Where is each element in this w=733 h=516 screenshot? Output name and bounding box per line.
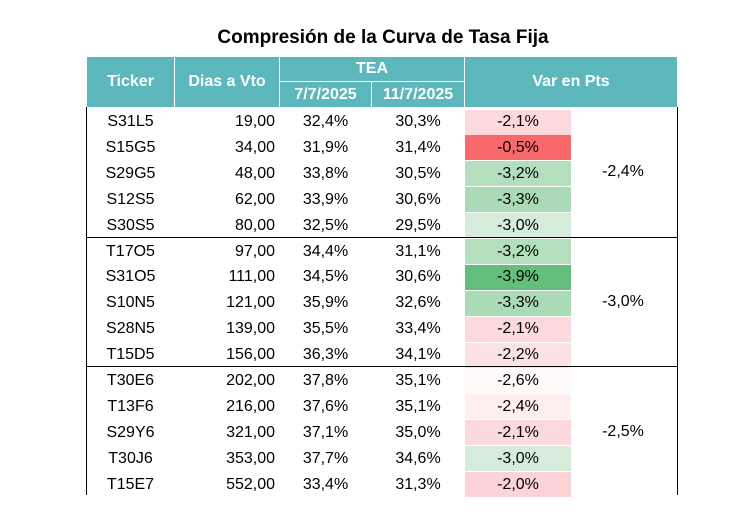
cell-ticker: S30S5 xyxy=(106,216,155,234)
cell-tea-date2: 30,3% xyxy=(395,113,441,130)
cell-dias-a-vto: 353,00 xyxy=(226,449,275,467)
cell-tea-date1: 37,1% xyxy=(302,423,349,441)
cell-var-pts: -2,2% xyxy=(465,342,571,368)
cell-ticker: S29G5 xyxy=(105,164,156,182)
cell-tea-date2: 30,6% xyxy=(395,190,441,208)
group-average-var: -2,5% xyxy=(602,423,644,440)
cell-ticker: S31L5 xyxy=(107,113,154,130)
cell-tea-date2: 31,3% xyxy=(395,475,441,493)
cell-tea-date2: 34,6% xyxy=(395,449,441,467)
cell-var-pts: -2,1% xyxy=(465,420,571,446)
cell-tea-date2: 29,5% xyxy=(395,216,441,234)
cell-dias-a-vto: 139,00 xyxy=(226,320,275,338)
header-var: Var en Pts xyxy=(465,57,677,107)
group-average-var: -2,4% xyxy=(602,163,644,180)
cell-dias-a-vto: 19,00 xyxy=(234,113,275,130)
cell-tea-date1: 34,5% xyxy=(302,268,349,286)
cell-ticker: T15E7 xyxy=(106,475,155,493)
cell-tea-date1: 37,7% xyxy=(302,449,349,467)
cell-var-pts: -3,2% xyxy=(465,161,571,187)
cell-tea-date2: 35,1% xyxy=(395,397,441,415)
cell-tea-date2: 35,1% xyxy=(395,372,441,389)
cell-tea-date2: 30,5% xyxy=(395,164,441,182)
header-tea: TEA xyxy=(280,57,464,81)
cell-dias-a-vto: 321,00 xyxy=(226,423,275,441)
cell-tea-date1: 37,8% xyxy=(302,372,349,389)
cell-tea-date2: 32,6% xyxy=(395,294,441,312)
cell-var-pts: -2,6% xyxy=(465,368,571,394)
cell-var-pts: -3,0% xyxy=(465,446,571,472)
group-divider-2 xyxy=(86,366,678,367)
header-date1: 7/7/2025 xyxy=(280,82,371,107)
cell-var-pts: -2,1% xyxy=(465,109,571,135)
cell-dias-a-vto: 97,00 xyxy=(234,242,275,260)
cell-ticker: S28N5 xyxy=(106,320,155,338)
cell-ticker: S31O5 xyxy=(105,268,156,286)
header-date2: 11/7/2025 xyxy=(372,82,464,107)
group-divider-1 xyxy=(86,237,678,238)
cell-tea-date2: 31,1% xyxy=(395,242,441,260)
cell-tea-date1: 36,3% xyxy=(302,346,349,364)
cell-dias-a-vto: 62,00 xyxy=(234,190,275,208)
cell-var-pts: -3,9% xyxy=(465,264,571,290)
cell-tea-date1: 32,5% xyxy=(302,216,349,234)
cell-ticker: T30J6 xyxy=(108,449,153,467)
cell-ticker: T13F6 xyxy=(107,397,154,415)
cell-tea-date2: 35,0% xyxy=(395,423,441,441)
cell-ticker: T17O5 xyxy=(106,242,155,260)
group-average-var: -3,0% xyxy=(602,293,644,310)
cell-var-pts: -3,3% xyxy=(465,187,571,213)
cell-var-pts: -3,2% xyxy=(465,239,571,264)
table-border-left xyxy=(86,107,87,495)
cell-dias-a-vto: 552,00 xyxy=(226,475,275,493)
cell-var-pts: -2,1% xyxy=(465,316,571,342)
table-title: Compresión de la Curva de Tasa Fija xyxy=(217,27,549,48)
cell-ticker: S12S5 xyxy=(106,190,155,208)
cell-tea-date2: 34,1% xyxy=(395,346,441,364)
cell-tea-date2: 33,4% xyxy=(395,320,441,338)
cell-ticker: T30E6 xyxy=(106,372,155,389)
cell-tea-date1: 37,6% xyxy=(302,397,349,415)
cell-var-pts: -0,5% xyxy=(465,135,571,161)
cell-dias-a-vto: 156,00 xyxy=(226,346,275,364)
cell-tea-date2: 30,6% xyxy=(395,268,441,286)
cell-tea-date2: 31,4% xyxy=(395,138,441,156)
header-ticker: Ticker xyxy=(87,57,174,107)
cell-dias-a-vto: 34,00 xyxy=(234,138,275,156)
header-dias: Dias a Vto xyxy=(175,57,279,107)
cell-var-pts: -3,0% xyxy=(465,213,571,239)
cell-var-pts: -2,4% xyxy=(465,394,571,420)
cell-tea-date1: 31,9% xyxy=(302,138,349,156)
cell-ticker: S29Y6 xyxy=(106,423,155,441)
cell-dias-a-vto: 111,00 xyxy=(228,268,275,286)
cell-dias-a-vto: 202,00 xyxy=(226,372,275,389)
cell-tea-date1: 35,9% xyxy=(302,294,349,312)
cell-dias-a-vto: 80,00 xyxy=(234,216,275,234)
cell-tea-date1: 33,9% xyxy=(302,190,349,208)
cell-tea-date1: 34,4% xyxy=(302,242,349,260)
cell-ticker: S15G5 xyxy=(105,138,156,156)
cell-tea-date1: 33,8% xyxy=(302,164,349,182)
cell-var-pts: -3,3% xyxy=(465,290,571,316)
cell-var-pts: -2,0% xyxy=(465,472,571,498)
cell-dias-a-vto: 121,00 xyxy=(226,294,275,312)
table-border-right xyxy=(677,107,678,495)
cell-tea-date1: 32,4% xyxy=(302,113,349,130)
cell-dias-a-vto: 48,00 xyxy=(234,164,275,182)
cell-ticker: T15D5 xyxy=(106,346,155,364)
cell-ticker: S10N5 xyxy=(106,294,155,312)
cell-tea-date1: 33,4% xyxy=(302,475,349,493)
cell-tea-date1: 35,5% xyxy=(302,320,349,338)
cell-dias-a-vto: 216,00 xyxy=(226,397,275,415)
